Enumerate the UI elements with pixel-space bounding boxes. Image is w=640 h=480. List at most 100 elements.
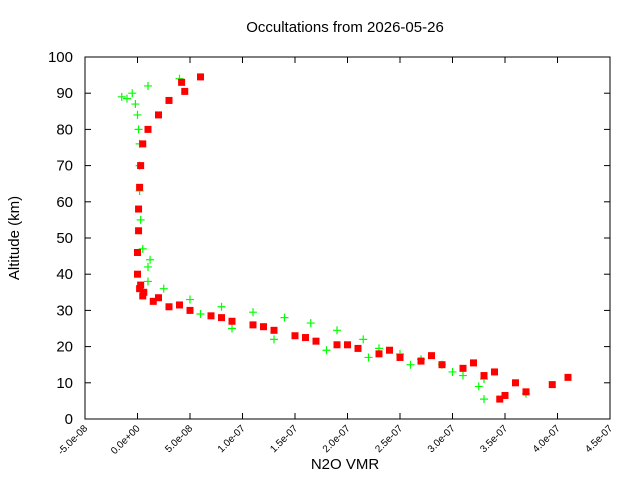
data-point: [496, 395, 504, 403]
y-tick-label: 60: [56, 194, 73, 211]
data-point: [137, 162, 145, 170]
data-point: [133, 110, 142, 119]
data-point: [448, 367, 457, 376]
x-tick-label: 2.0e-07: [321, 423, 353, 455]
data-point: [228, 317, 236, 325]
data-point: [146, 255, 155, 264]
data-point: [128, 89, 137, 98]
data-point: [459, 364, 467, 372]
data-point: [522, 388, 530, 396]
data-point: [217, 302, 226, 311]
x-tick-label: 0.0e+00: [109, 423, 143, 457]
data-point: [186, 306, 194, 314]
data-point: [155, 294, 162, 302]
data-point: [564, 373, 572, 381]
data-point: [386, 346, 393, 354]
data-point: [138, 244, 147, 253]
data-point: [291, 332, 299, 340]
data-point: [417, 357, 425, 365]
x-tick-label: 4.0e-07: [531, 423, 563, 455]
data-point: [176, 301, 183, 309]
data-point: [302, 334, 309, 342]
y-tick-label: 90: [56, 85, 73, 102]
series-0: [117, 74, 530, 404]
y-tick-label: 100: [48, 49, 73, 66]
data-point: [312, 337, 320, 345]
data-point: [144, 81, 152, 90]
data-point: [207, 312, 215, 320]
data-point: [333, 326, 341, 335]
x-tick-label: 3.5e-07: [478, 423, 510, 455]
x-tick-label: 5.0e-08: [163, 423, 195, 455]
data-point: [178, 78, 186, 86]
y-axis: 0 10 20 30 40 50 60 70 80 90 100: [48, 49, 610, 428]
data-point: [270, 326, 278, 334]
data-point: [149, 297, 157, 305]
data-point: [459, 371, 467, 380]
y-tick-label: 40: [56, 266, 73, 283]
data-point: [406, 360, 415, 369]
data-point: [480, 372, 488, 380]
data-point: [136, 215, 145, 224]
data-point: [306, 319, 315, 328]
data-point: [480, 395, 488, 404]
data-point: [144, 262, 152, 271]
data-point: [123, 94, 131, 103]
data-point: [249, 321, 257, 329]
data-point: [144, 125, 152, 133]
data-point: [364, 353, 373, 362]
x-axis-label: N2O VMR: [311, 456, 380, 473]
x-tick-label: -5.0e-08: [56, 423, 90, 457]
data-point: [428, 352, 435, 360]
y-tick-label: 10: [56, 375, 73, 392]
y-tick-label: 20: [56, 339, 73, 356]
data-point: [470, 359, 477, 367]
x-tick-label: 1.5e-07: [268, 423, 300, 455]
x-axis: -5.0e-08 0.0e+00 5.0e-08 1.0e-07 1.5e-07 2.0e…: [56, 57, 615, 457]
data-point: [131, 100, 140, 109]
x-tick-label: 4.5e-07: [583, 423, 615, 455]
y-tick-label: 70: [56, 158, 73, 175]
data-point: [270, 335, 278, 344]
data-point: [548, 381, 556, 389]
data-point: [139, 140, 147, 148]
data-point: [134, 270, 141, 278]
data-point: [501, 391, 509, 399]
data-point: [181, 87, 189, 95]
data-point: [165, 96, 173, 104]
data-point: [140, 288, 148, 296]
data-point: [136, 285, 144, 293]
data-point: [186, 295, 194, 304]
data-point: [359, 335, 368, 344]
data-point: [135, 227, 143, 235]
data-point: [438, 361, 446, 369]
x-tick-label: 3.0e-07: [426, 423, 458, 455]
data-point: [344, 341, 351, 349]
data-point: [396, 353, 404, 361]
data-point: [322, 346, 331, 355]
y-tick-label: 0: [65, 411, 73, 428]
data-point: [218, 314, 225, 322]
x-tick-label: 2.5e-07: [373, 423, 405, 455]
data-point: [144, 277, 152, 286]
data-point: [228, 324, 236, 333]
data-point: [249, 308, 257, 317]
data-point: [155, 111, 162, 119]
data-point: [159, 284, 168, 293]
data-series: [117, 73, 572, 404]
data-point: [165, 303, 173, 311]
data-point: [197, 73, 204, 81]
data-point: [117, 92, 126, 101]
data-point: [474, 382, 483, 391]
data-point: [333, 341, 341, 349]
y-tick-label: 30: [56, 302, 73, 319]
data-point: [196, 310, 205, 319]
data-point: [137, 281, 145, 289]
data-point: [260, 323, 267, 331]
data-point: [280, 313, 289, 322]
plot-frame: [84, 56, 611, 420]
y-tick-label: 80: [56, 121, 73, 138]
x-tick-label: 1.0e-07: [216, 423, 248, 455]
data-point: [354, 344, 362, 352]
